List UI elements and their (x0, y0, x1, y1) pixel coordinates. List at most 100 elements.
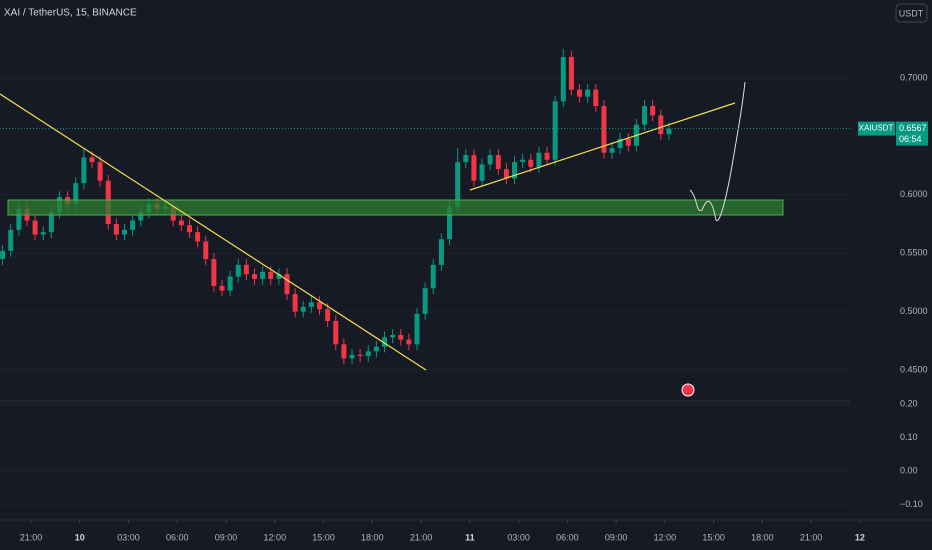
price-tag (896, 121, 928, 146)
x-tick-label: 09:00 (605, 532, 628, 542)
currency-label: USDT (899, 8, 924, 18)
x-tick-label: 03:00 (117, 532, 140, 542)
plot (0, 48, 861, 523)
x-tick-label: 12:00 (654, 532, 677, 542)
candle-body (560, 56, 566, 102)
candle-body (284, 274, 290, 295)
symbol-label: XAIUSDT (859, 124, 894, 133)
candle-body (593, 89, 599, 107)
candle-body (625, 138, 631, 146)
candle-body (341, 344, 347, 359)
candle-body (487, 155, 493, 165)
candle-body (666, 128, 672, 135)
x-tick-label: 12:00 (264, 532, 287, 542)
x-tick-label: 03:00 (507, 532, 530, 542)
candle-body (536, 152, 542, 167)
y-tick-label: 0.7000 (900, 72, 928, 82)
candle-body (447, 206, 453, 240)
candle-body (40, 232, 46, 235)
trend-line (0, 93, 427, 371)
x-tick-label: 21:00 (410, 532, 433, 542)
candle-body (349, 354, 355, 359)
x-tick-label: 18:00 (361, 532, 384, 542)
candle-body (219, 285, 225, 291)
candle-body (195, 232, 201, 242)
candle-body (317, 302, 323, 310)
candle-body (130, 220, 136, 230)
candle-body (373, 346, 379, 352)
candle-body (252, 274, 258, 279)
candle-body (503, 169, 509, 179)
x-tick-label: 06:00 (166, 532, 189, 542)
candle-body (438, 239, 444, 265)
candle-body (292, 294, 298, 312)
candle-body (382, 337, 388, 347)
currency-button[interactable] (895, 3, 928, 23)
candle-body (471, 155, 477, 181)
candle-body (333, 320, 339, 345)
candle-body (528, 159, 534, 167)
y-tick-label: 0.5500 (900, 248, 928, 258)
candle-body (138, 212, 144, 221)
candle-body (398, 334, 404, 340)
y-tick-label: 0.4500 (900, 364, 928, 374)
candle-body (16, 208, 22, 230)
candle-body (406, 339, 412, 345)
candle-body (48, 212, 54, 233)
candle-body (73, 183, 79, 205)
projection-path (689, 81, 746, 222)
x-tick-label: 15:00 (702, 532, 725, 542)
candle-body (0, 250, 6, 260)
y-tick-label: 0.10 (900, 432, 918, 442)
candle-body (300, 306, 306, 312)
y-tick-label: 0.20 (900, 398, 918, 408)
x-tick-label: 18:00 (751, 532, 774, 542)
candle-body (544, 152, 550, 160)
y-tick-label: −0.10 (900, 499, 923, 509)
candle-body (479, 164, 485, 181)
candle-body (325, 309, 331, 321)
candle-body (422, 288, 428, 314)
candle-body (642, 106, 648, 125)
y-tick-label: 0.5000 (900, 306, 928, 316)
y-tick-label: 0.6000 (900, 189, 928, 199)
candle-body (8, 229, 14, 251)
x-tick-label: 21:00 (800, 532, 823, 542)
countdown-label: 06:54 (899, 134, 922, 144)
candle-body (455, 162, 461, 207)
trend-line (469, 102, 736, 191)
candle-body (495, 155, 501, 170)
event-icon[interactable] (681, 383, 695, 397)
candle-body (276, 274, 282, 279)
candle-body (658, 115, 664, 135)
candle-body (243, 264, 249, 275)
candle-body (390, 334, 396, 338)
candle-body (235, 264, 241, 277)
support-zone (7, 199, 784, 216)
candle-body (178, 220, 184, 226)
candle-body (617, 138, 623, 149)
candle-body (463, 155, 469, 163)
symbol-tag (858, 121, 895, 136)
x-tick-label: 11 (465, 532, 475, 542)
chart-title: XAI / TetherUS, 15, BINANCE (4, 8, 137, 19)
candle-body (97, 162, 103, 181)
candle-body (520, 159, 526, 163)
x-tick-label: 09:00 (215, 532, 238, 542)
candle-body (577, 89, 583, 97)
candle-body (32, 220, 38, 235)
candle-body (203, 241, 209, 260)
candle-body (357, 354, 363, 356)
x-tick-label: 15:00 (312, 532, 335, 542)
candle-body (552, 101, 558, 160)
last-price-label: 0.6567 (899, 123, 927, 133)
x-tick-label: 21:00 (20, 532, 43, 542)
candle-body (414, 313, 420, 345)
candle-body (430, 264, 436, 289)
candle-body (121, 229, 127, 235)
candle-body (268, 271, 274, 279)
candle-body (568, 56, 574, 90)
candle-body (81, 157, 87, 184)
